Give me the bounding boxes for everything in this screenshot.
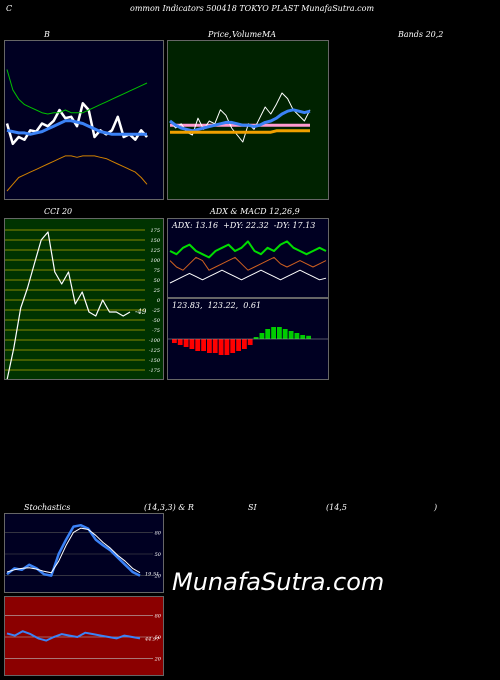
adx-adx-line [169, 269, 327, 284]
macd-hist-bar [259, 333, 265, 339]
stoch-d-line [6, 527, 141, 574]
macd-hist-bar [277, 327, 282, 339]
macd-hist-bar [282, 329, 288, 339]
stoch-label: Stochastics [24, 503, 71, 512]
macd-hist-bar [201, 339, 206, 351]
macd-hist-bar [183, 339, 189, 347]
bb-middle-line [6, 119, 147, 136]
stoch-tick-label: 20 [154, 574, 162, 580]
cci-tick-label: 100 [150, 258, 160, 264]
cci-tick-label: 75 [154, 268, 160, 274]
macd-hist-bar [236, 339, 241, 351]
macd-hist-bar [294, 333, 300, 339]
cci-tick-label: -150 [149, 358, 161, 364]
cci-tick-label: -25 [152, 308, 160, 314]
cci-tick-label: -100 [149, 338, 161, 344]
price-ma_short-line [169, 108, 311, 133]
rsi-close: ) [434, 503, 438, 512]
cci-tick-label: -175 [149, 368, 160, 374]
macd-hist-bar [224, 339, 230, 355]
macd-value: 123.83 [172, 301, 200, 310]
adx-value: 13.16 [195, 221, 219, 230]
cci-tick-label: 50 [154, 278, 161, 284]
cci-chart: 175 150 125 100 75 50 25 0 -25 -50 -75 -100 -125 -150… [4, 218, 164, 380]
macd-hist-bar [207, 339, 212, 353]
macd-chart: 123.83, 123.22, 0.61 [167, 298, 329, 380]
macd-hist-bar [172, 339, 177, 343]
stoch-params: (14,3,3) & R [144, 503, 194, 512]
macd-hist-bar [300, 335, 306, 339]
adx-macd-label: ADX & MACD 12,26,9 [210, 207, 300, 216]
cci-label: CCI 20 [44, 207, 73, 216]
page-title: ommon Indicators 500418 TOKYO PLAST Muna… [130, 4, 375, 13]
adx-label-prefix: ADX: [172, 221, 196, 230]
di-minus-value: 17.13 [292, 221, 316, 230]
macd-hist-bar [242, 339, 247, 349]
rsi-si-label: SI [248, 503, 257, 512]
cci-tick-label: -75 [152, 328, 160, 334]
macd-hist-bar [177, 339, 183, 345]
cci-tick-label: -50 [152, 318, 161, 324]
macd-hist-bar [218, 339, 224, 355]
price-volume-chart [167, 40, 329, 200]
bb-lower-line [6, 155, 148, 192]
macd-hist-bar [212, 339, 218, 353]
adx-plusdi-line [169, 240, 327, 259]
macd-readout: 123.83, 123.22, 0.61 [172, 301, 262, 310]
price-label: Price, [208, 30, 232, 39]
stoch-tick-label: 50 [155, 552, 162, 558]
cci-tick-label: 175 [150, 228, 160, 234]
macd-hist-bar [265, 329, 271, 339]
price-ma_long-line [170, 129, 310, 134]
cci-tick-label: 125 [150, 248, 160, 254]
rsi-last-label: 44.97 [144, 636, 160, 642]
stoch-last-label: 19.51 [145, 572, 159, 578]
macd-hist-bar [189, 339, 195, 349]
rsi-tick-label: 50 [155, 635, 162, 641]
macd-hist-bar [288, 331, 294, 339]
macd-hist-bar [195, 339, 201, 351]
stoch-k-line [6, 523, 141, 577]
cci-tick-label: -125 [149, 348, 160, 354]
watermark: MunafaSutra.com [172, 568, 385, 596]
bollinger-label: B [44, 30, 50, 39]
volume-label: Volume [232, 30, 262, 39]
stochastics-chart: 80 50 20 19.51 [4, 513, 164, 593]
bb-close-line [5, 102, 148, 146]
adx-chart: ADX: 13.16 +DY: 22.32 -DY: 17.13 [167, 218, 329, 298]
cci-tick-label: 150 [150, 238, 160, 244]
bollinger-chart [4, 40, 164, 200]
title-c: C [6, 4, 13, 13]
macd-hist-bar [230, 339, 236, 353]
price-close-line [169, 92, 311, 143]
macd-hist-bar [306, 335, 311, 339]
macd-hist-bar [253, 337, 259, 339]
di-plus-label: +DY: [220, 221, 246, 230]
macd-hist-bar [247, 339, 253, 345]
di-minus-label: -DY: [271, 221, 293, 230]
cci-tick-label: 0 [157, 298, 161, 304]
cci-line [6, 231, 131, 379]
di-plus-value: 22.32 [245, 221, 269, 230]
cci-last-label: -49 [135, 308, 147, 316]
ma-label: MA [262, 30, 276, 39]
stoch-tick-label: 80 [155, 530, 162, 536]
rsi-chart: 80 50 20 44.97 [4, 596, 164, 676]
rsi-tick-label: 80 [155, 613, 162, 619]
adx-readout: ADX: 13.16 +DY: 22.32 -DY: 17.13 [172, 221, 315, 230]
hist-value: 0.61 [243, 301, 262, 310]
bb-upper-line [6, 69, 148, 115]
signal-value: 123.22 [207, 301, 236, 310]
rsi-line [6, 630, 141, 642]
macd-hist-bar [271, 327, 276, 339]
rsi-tick-label: 20 [154, 657, 162, 663]
rsi-params: (14,5 [326, 503, 347, 512]
adx-minusdi-line [169, 256, 327, 271]
bands-right-label: Bands 20,2 [398, 30, 444, 39]
cci-tick-label: 25 [153, 288, 160, 294]
